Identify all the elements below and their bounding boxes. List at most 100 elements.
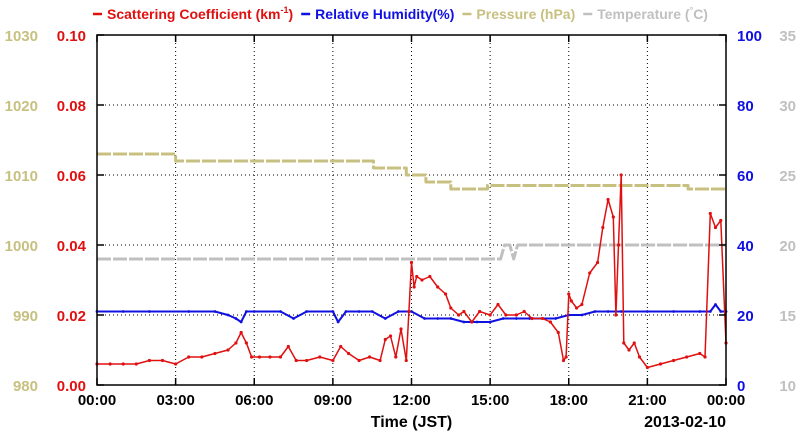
right-outer-tick-label: 20 — [779, 238, 796, 255]
x-tick-label: 15:00 — [471, 392, 509, 409]
left-inner-tick-label: 0.04 — [57, 238, 87, 255]
series-point — [606, 197, 610, 202]
left-inner-tick-label: 0.06 — [57, 168, 86, 185]
series-point — [226, 348, 230, 352]
legend-label: Temperature (°C) — [597, 5, 708, 22]
series-point — [318, 355, 322, 359]
series-point — [239, 320, 243, 324]
series-point — [415, 274, 419, 279]
left-inner-tick-label: 0.02 — [57, 308, 86, 325]
series-point — [420, 278, 424, 282]
series-point — [305, 358, 309, 363]
series-point — [462, 320, 466, 324]
left-inner-tick-label: 0.08 — [57, 98, 86, 115]
series-point — [279, 310, 282, 313]
series-point — [134, 362, 138, 366]
series-point — [305, 310, 309, 313]
series-point — [121, 362, 125, 366]
right-outer-tick-label: 30 — [779, 98, 796, 115]
series-point — [569, 299, 573, 303]
series-point — [174, 362, 178, 366]
series-point — [200, 355, 204, 359]
series-point — [239, 330, 243, 335]
series-point — [423, 317, 427, 320]
grid — [97, 35, 726, 385]
series-point — [627, 348, 631, 352]
left-outer-tick-label: 980 — [13, 378, 38, 395]
legend-label: Scattering Coefficient (km-1) — [107, 5, 293, 22]
series-point — [528, 317, 531, 320]
series-point — [530, 316, 534, 321]
series-point — [564, 355, 568, 359]
series-point — [632, 341, 636, 345]
right-inner-tick-label: 40 — [737, 238, 754, 255]
series-point — [708, 310, 712, 313]
series-point — [436, 285, 440, 289]
series-point — [370, 310, 374, 313]
x-axis-label: Time (JST) — [371, 414, 453, 431]
series-line-0 — [97, 152, 726, 191]
series-point — [367, 355, 372, 359]
series-point — [713, 225, 718, 230]
series-point — [344, 310, 348, 313]
series-point — [147, 358, 152, 363]
series-point — [331, 310, 335, 313]
series-point — [504, 313, 508, 317]
series-point — [554, 317, 558, 320]
series-point — [383, 337, 387, 342]
series-point — [357, 310, 361, 313]
legend-label: Relative Humidity(%) — [315, 6, 454, 22]
series-point — [698, 351, 702, 356]
series-point — [409, 260, 414, 265]
series-point — [703, 355, 707, 359]
series-point — [616, 243, 621, 247]
x-tick-label: 00:00 — [78, 392, 116, 409]
series-point — [514, 317, 518, 320]
series-point — [719, 218, 723, 223]
series-point — [404, 358, 408, 363]
series-point — [575, 306, 579, 310]
left-outer-tick-label: 1000 — [5, 238, 38, 255]
series-point — [278, 355, 283, 359]
series-point — [388, 334, 393, 338]
series-point — [436, 317, 440, 320]
series-point — [252, 310, 256, 313]
right-outer-tick-label: 35 — [779, 28, 796, 45]
series-point — [244, 310, 248, 313]
series-point — [556, 330, 560, 335]
series-point — [250, 355, 254, 359]
series-point — [462, 309, 466, 314]
series-layer — [95, 152, 728, 370]
x-tick-label: 12:00 — [392, 392, 430, 409]
series-point — [580, 313, 584, 317]
left-outer-tick-label: 1010 — [5, 168, 38, 185]
series-point — [614, 313, 618, 317]
right-outer-tick-label: 10 — [779, 378, 796, 395]
x-tick-label: 03:00 — [156, 392, 194, 409]
series-point — [593, 310, 597, 313]
left-inner-tick-label: 0.10 — [57, 28, 86, 45]
series-point — [187, 355, 191, 359]
series-point — [160, 358, 165, 363]
series-point — [622, 341, 626, 345]
series-point — [292, 317, 295, 320]
series-point — [339, 344, 343, 349]
left-outer-tick-label: 990 — [13, 308, 38, 325]
right-inner-tick-label: 0 — [737, 378, 745, 395]
series-line-1 — [97, 243, 726, 261]
series-point — [336, 320, 340, 324]
series-point — [606, 310, 610, 313]
series-point — [286, 344, 290, 349]
legend-label: Pressure (hPa) — [476, 6, 575, 22]
series-point — [588, 271, 592, 275]
x-tick-label: 21:00 — [628, 392, 666, 409]
date-label: 2013-02-10 — [644, 414, 726, 431]
series-point — [226, 313, 230, 317]
series-point — [637, 355, 642, 359]
series-point — [347, 351, 351, 356]
series-point — [540, 316, 545, 321]
series-point — [234, 341, 238, 345]
series-point — [672, 310, 675, 313]
series-point — [496, 302, 500, 307]
